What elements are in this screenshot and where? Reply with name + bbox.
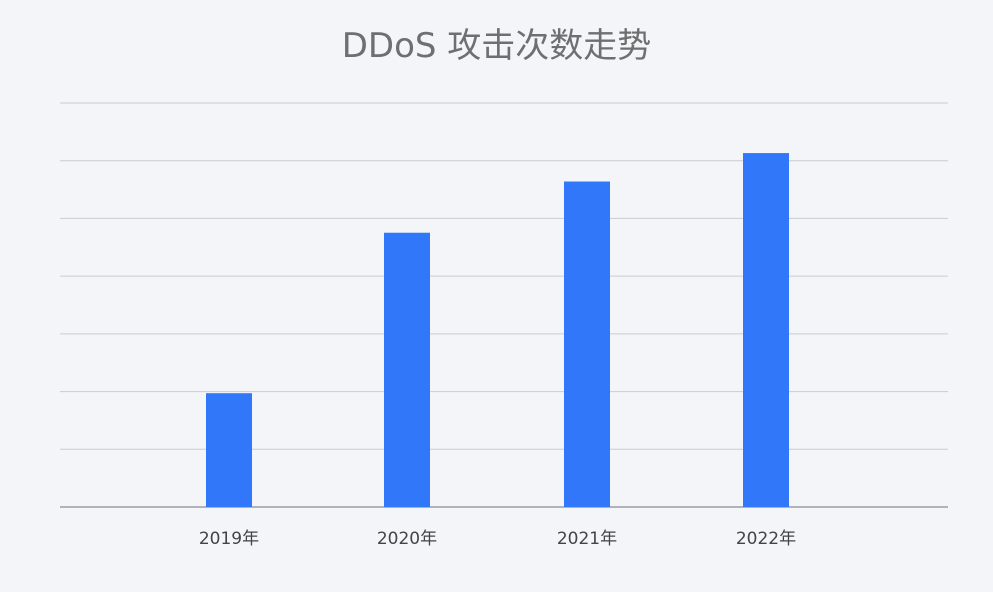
bar-0 [206,393,252,507]
bar-2 [564,181,610,508]
x-tick-label: 2021年 [557,529,617,549]
x-tick-label: 2019年 [199,529,259,549]
x-tick-label: 2022年 [736,529,796,549]
x-tick-label: 2020年 [377,529,437,549]
chart-title: DDoS 攻击次数走势 [341,26,652,66]
bar-3 [743,153,789,507]
bar-1 [384,232,430,507]
